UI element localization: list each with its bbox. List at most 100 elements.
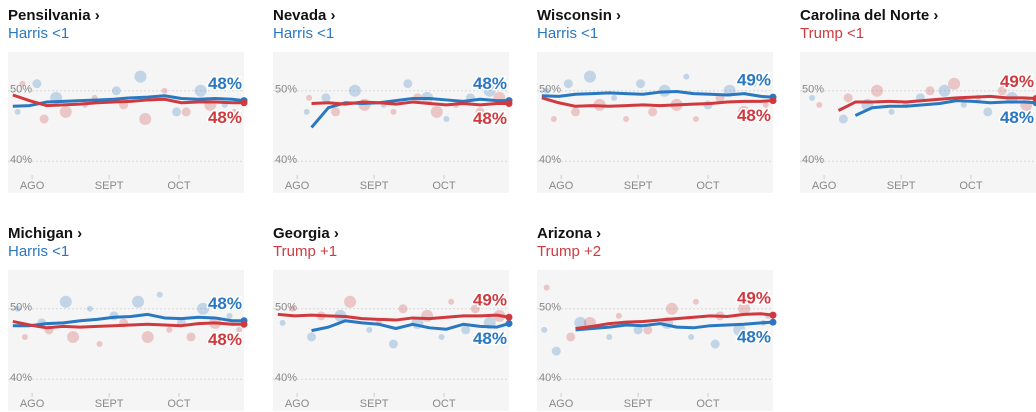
y-tick-label: 40% xyxy=(275,372,297,384)
poll-dot xyxy=(303,108,310,115)
poll-dot xyxy=(750,80,757,87)
end-point xyxy=(505,99,513,107)
x-tick-label: SEPT xyxy=(624,398,653,410)
poll-dot xyxy=(111,86,121,96)
poll-dot xyxy=(692,115,699,122)
panel-subtitle: Trump +1 xyxy=(273,243,337,260)
end-point xyxy=(505,320,513,328)
x-tick-label: AGO xyxy=(549,180,574,192)
poll-dot xyxy=(475,107,485,117)
state-panel: Wisconsin ›Harris <1 40% 50% AGO SEPT OCT 49% 4… xyxy=(537,7,777,193)
end-label: 49% xyxy=(737,289,771,308)
state-panel: Carolina del Norte ›Trump <1 40% 50% AGO SEP… xyxy=(800,7,1036,193)
panel-subtitle: Harris <1 xyxy=(8,25,69,42)
poll-dot xyxy=(403,79,413,89)
poll-dot xyxy=(344,295,357,308)
poll-dot xyxy=(838,114,848,124)
poll-dot xyxy=(888,108,895,115)
end-label: 48% xyxy=(208,330,242,349)
x-tick-label: SEPT xyxy=(95,180,124,192)
end-label: 48% xyxy=(737,328,771,347)
poll-dot xyxy=(139,112,152,125)
poll-dot xyxy=(181,107,191,117)
end-point xyxy=(240,99,248,107)
panel-title: Carolina del Norte › xyxy=(800,7,938,24)
end-label: 48% xyxy=(208,108,242,127)
poll-dot xyxy=(166,326,173,333)
poll-dot xyxy=(551,346,561,356)
poll-dot xyxy=(321,93,331,103)
poll-dot xyxy=(39,114,49,124)
plot-background xyxy=(8,52,244,193)
poll-dot xyxy=(134,70,147,83)
end-label: 48% xyxy=(208,294,242,313)
trend-line xyxy=(311,319,510,333)
poll-dot xyxy=(733,323,746,336)
y-tick-label: 40% xyxy=(10,154,32,166)
poll-dot xyxy=(366,326,373,333)
poll-dot xyxy=(161,87,168,94)
poll-dot xyxy=(710,339,720,349)
poll-dot xyxy=(14,305,21,312)
poll-dot xyxy=(997,86,1007,96)
poll-dot xyxy=(86,305,93,312)
trend-line xyxy=(12,319,244,330)
panel-title: Arizona › xyxy=(537,225,601,242)
y-tick-label: 50% xyxy=(539,302,561,314)
poll-dot xyxy=(186,332,196,342)
poll-dot xyxy=(948,77,961,90)
poll-dot xyxy=(692,298,699,305)
end-label: 48% xyxy=(473,109,507,128)
y-tick-label: 40% xyxy=(539,154,561,166)
poll-dot xyxy=(448,298,455,305)
poll-dot xyxy=(21,333,28,340)
x-tick-label: OCT xyxy=(959,180,983,192)
x-tick-label: AGO xyxy=(20,180,45,192)
plot-background xyxy=(800,52,1036,193)
panel-subtitle: Harris <1 xyxy=(273,25,334,42)
panel-title: Wisconsin › xyxy=(537,7,621,24)
state-panel: Michigan ›Harris <1 40% 50% AGO SEPT OCT 48% 48… xyxy=(8,225,248,411)
poll-dot xyxy=(563,79,573,89)
x-tick-label: AGO xyxy=(285,398,310,410)
x-tick-label: AGO xyxy=(812,180,837,192)
end-label: 48% xyxy=(1000,108,1034,127)
poll-dot xyxy=(231,108,238,115)
poll-dot xyxy=(574,316,587,329)
poll-dot xyxy=(550,115,557,122)
end-point xyxy=(240,320,248,328)
poll-dot xyxy=(59,295,72,308)
poll-dot xyxy=(67,330,80,343)
y-tick-label: 50% xyxy=(10,302,32,314)
state-panel: Georgia ›Trump +1 40% 50% AGO SEPT OCT 48% 49% xyxy=(273,225,513,411)
poll-dot xyxy=(348,84,361,97)
poll-dot xyxy=(461,325,471,335)
poll-dot xyxy=(762,101,769,108)
poll-dot xyxy=(809,94,816,101)
panel-subtitle: Harris <1 xyxy=(537,25,598,42)
x-tick-label: AGO xyxy=(20,398,45,410)
end-point xyxy=(769,311,777,319)
x-tick-label: AGO xyxy=(285,180,310,192)
poll-dot xyxy=(483,84,496,97)
poll-dot xyxy=(665,302,678,315)
trend-line xyxy=(854,99,1036,117)
x-tick-label: OCT xyxy=(167,398,191,410)
end-label: 49% xyxy=(737,71,771,90)
poll-dot xyxy=(683,73,690,80)
trend-line xyxy=(12,94,245,108)
x-tick-label: OCT xyxy=(167,180,191,192)
poll-dot xyxy=(648,107,658,117)
x-tick-label: AGO xyxy=(549,398,574,410)
poll-dot xyxy=(643,325,653,335)
plot-background xyxy=(273,270,509,411)
poll-dot xyxy=(571,107,581,117)
poll-dot xyxy=(307,332,317,342)
end-label: 48% xyxy=(473,329,507,348)
plot-background xyxy=(537,52,773,193)
poll-dot xyxy=(132,295,145,308)
trend-line xyxy=(12,312,244,328)
poll-dot xyxy=(583,70,596,83)
y-tick-label: 40% xyxy=(275,154,297,166)
